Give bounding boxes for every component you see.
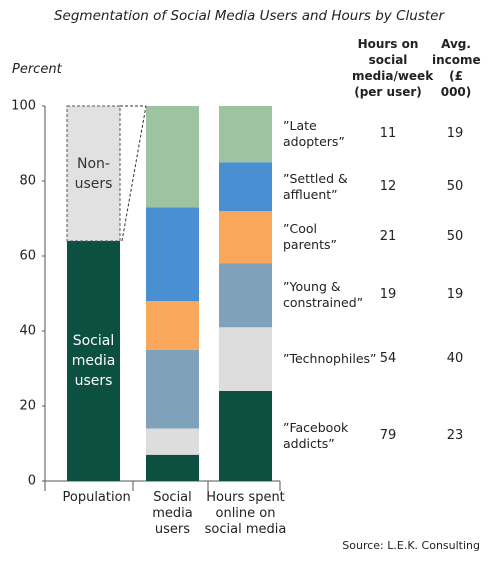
hours-value: 12 bbox=[379, 178, 397, 194]
column-header: Hours on social media/week (per user) bbox=[352, 37, 434, 99]
hours-value: 11 bbox=[379, 126, 397, 142]
x-tick-label: Social media users bbox=[152, 490, 193, 537]
cluster-label: ”Settled & affluent” bbox=[283, 170, 348, 202]
connector bbox=[121, 105, 147, 242]
x-tick-label: Hours spent online on social media bbox=[204, 490, 287, 537]
column-header: Avg. income (£ 000) bbox=[432, 37, 481, 99]
hours-value: 54 bbox=[379, 351, 397, 367]
hours-value: 79 bbox=[379, 428, 397, 443]
segment-label: Social media users bbox=[71, 333, 116, 389]
cluster-label: ”Late adopters” bbox=[283, 118, 345, 150]
bar-segment bbox=[219, 162, 272, 211]
income-value: 19 bbox=[446, 126, 464, 142]
bar-segment bbox=[146, 207, 199, 301]
income-value: 40 bbox=[446, 351, 464, 367]
source: Source: L.E.K. Consulting bbox=[342, 539, 480, 552]
hours-value: 19 bbox=[379, 287, 397, 303]
y-tick-label: 80 bbox=[19, 174, 36, 189]
bar-segment bbox=[146, 301, 199, 350]
hours-value: 21 bbox=[379, 229, 397, 245]
y-tick-label: 20 bbox=[19, 399, 36, 414]
x-tick-label: Population bbox=[62, 490, 131, 505]
segment-label: Non-users bbox=[74, 155, 113, 192]
bar-segment bbox=[66, 105, 121, 242]
bar-segment bbox=[219, 263, 272, 328]
cluster-label: ”Facebook addicts” bbox=[283, 420, 349, 451]
bar-segment bbox=[146, 454, 199, 481]
bar-segment bbox=[219, 106, 272, 163]
bar-segment bbox=[219, 211, 272, 264]
bar-segment bbox=[146, 106, 199, 208]
bar-segment bbox=[219, 327, 272, 391]
cluster-label: ”Cool parents” bbox=[283, 221, 337, 253]
cluster-label: ”Young & constrained” bbox=[283, 279, 364, 311]
bar-segment bbox=[146, 428, 199, 455]
income-value: 50 bbox=[446, 178, 464, 194]
chart-title: Segmentation of Social Media Users and H… bbox=[53, 8, 445, 24]
cluster-label: ”Technophiles” bbox=[283, 351, 377, 367]
income-value: 19 bbox=[446, 287, 464, 303]
y-tick-label: 60 bbox=[19, 249, 36, 264]
bar-segment bbox=[146, 349, 199, 429]
bar-segment bbox=[67, 241, 120, 481]
y-tick-label: 0 bbox=[28, 474, 36, 489]
y-axis-label: Percent bbox=[12, 62, 62, 77]
bar-segment bbox=[219, 391, 272, 481]
y-tick-label: 40 bbox=[19, 324, 36, 339]
income-value: 50 bbox=[446, 229, 464, 245]
y-tick-label: 100 bbox=[11, 99, 36, 114]
income-value: 23 bbox=[446, 428, 464, 443]
